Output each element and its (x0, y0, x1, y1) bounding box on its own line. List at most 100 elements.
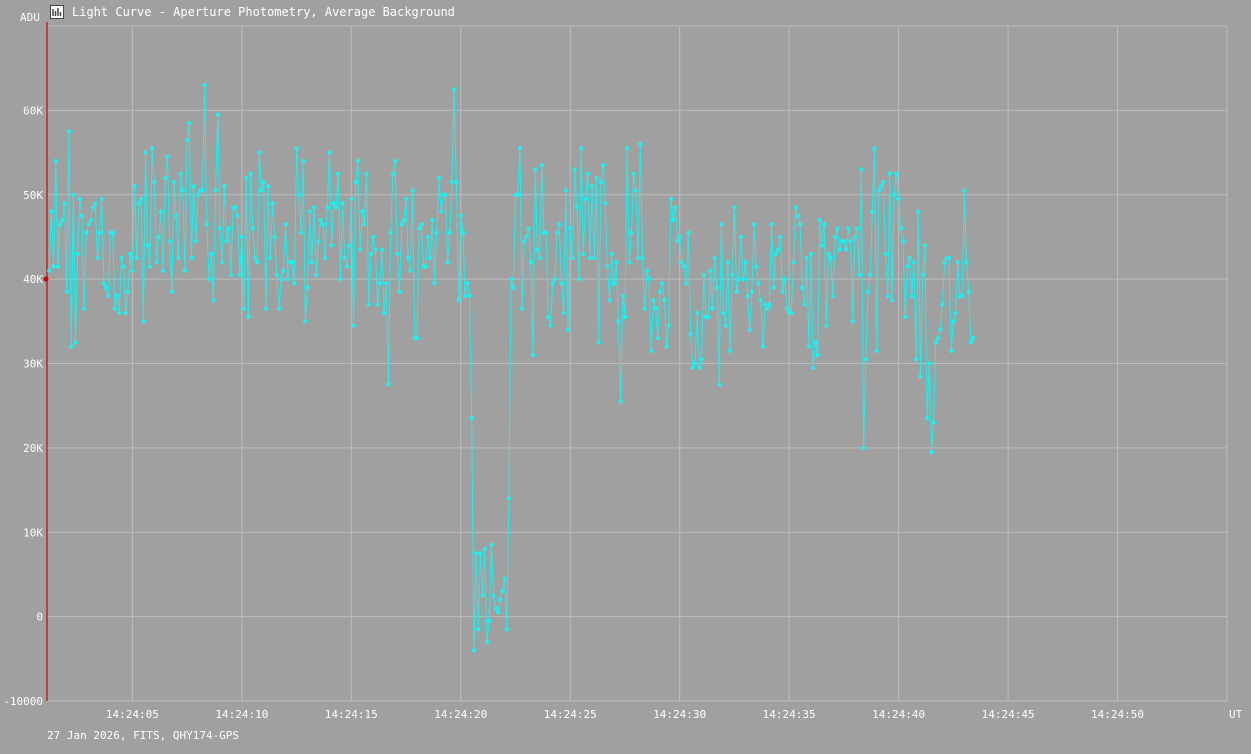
data-point[interactable] (318, 217, 323, 223)
data-point[interactable] (60, 217, 65, 223)
data-point[interactable] (434, 230, 439, 235)
data-point[interactable] (423, 264, 428, 269)
data-point[interactable] (817, 217, 822, 223)
data-point[interactable] (878, 184, 884, 189)
data-point[interactable] (174, 213, 179, 218)
data-point[interactable] (476, 627, 481, 632)
data-point[interactable] (95, 255, 100, 261)
data-point[interactable] (633, 188, 639, 193)
data-point[interactable] (776, 247, 781, 252)
data-point[interactable] (751, 222, 757, 227)
data-point[interactable] (846, 226, 851, 231)
data-point[interactable] (406, 255, 411, 261)
data-point[interactable] (938, 327, 943, 332)
data-point[interactable] (666, 323, 671, 328)
data-point[interactable] (811, 365, 816, 370)
data-point[interactable] (664, 344, 669, 349)
data-point[interactable] (206, 276, 212, 282)
data-point[interactable] (390, 171, 396, 176)
data-point[interactable] (200, 188, 205, 193)
data-point[interactable] (110, 230, 115, 235)
data-point[interactable] (554, 230, 560, 235)
data-point[interactable] (292, 281, 297, 286)
data-point[interactable] (515, 192, 520, 197)
data-point[interactable] (371, 234, 376, 240)
data-point[interactable] (64, 289, 69, 294)
data-point[interactable] (795, 213, 801, 218)
data-point[interactable] (614, 260, 619, 265)
data-point[interactable] (692, 361, 698, 366)
data-point[interactable] (800, 285, 805, 290)
data-point[interactable] (828, 255, 833, 261)
data-point[interactable] (949, 348, 954, 353)
data-point[interactable] (316, 239, 321, 244)
data-point[interactable] (758, 298, 763, 303)
data-point[interactable] (290, 260, 295, 265)
data-point[interactable] (730, 272, 735, 278)
data-point[interactable] (771, 285, 776, 290)
data-point[interactable] (533, 167, 538, 172)
data-point[interactable] (585, 171, 590, 176)
data-point[interactable] (670, 217, 676, 223)
data-point[interactable] (90, 205, 96, 210)
data-point[interactable] (184, 137, 190, 143)
data-point[interactable] (143, 150, 148, 155)
data-point[interactable] (576, 276, 582, 282)
data-point[interactable] (537, 255, 542, 261)
data-point[interactable] (506, 496, 512, 501)
data-point[interactable] (616, 319, 621, 324)
data-point[interactable] (71, 192, 76, 197)
data-point[interactable] (125, 289, 131, 294)
data-point[interactable] (918, 374, 923, 379)
data-point[interactable] (305, 285, 310, 290)
data-point[interactable] (469, 416, 474, 421)
data-point[interactable] (235, 213, 240, 218)
data-point[interactable] (913, 357, 919, 362)
data-point[interactable] (519, 306, 525, 311)
data-point[interactable] (279, 276, 284, 282)
data-point[interactable] (940, 302, 945, 307)
data-point[interactable] (760, 344, 766, 349)
data-point[interactable] (745, 293, 750, 299)
data-point[interactable] (583, 196, 588, 202)
data-point[interactable] (355, 158, 361, 164)
data-point[interactable] (596, 340, 601, 345)
data-point[interactable] (445, 260, 450, 265)
data-point[interactable] (848, 239, 853, 244)
data-point[interactable] (195, 192, 201, 197)
data-point[interactable] (171, 179, 177, 185)
data-point[interactable] (322, 255, 328, 261)
data-point[interactable] (346, 243, 352, 248)
data-point[interactable] (736, 276, 741, 282)
data-point[interactable] (859, 167, 864, 172)
data-point[interactable] (233, 205, 238, 210)
data-point[interactable] (765, 306, 770, 311)
data-point[interactable] (863, 357, 868, 362)
data-point[interactable] (169, 289, 174, 294)
data-point[interactable] (953, 310, 958, 316)
data-point[interactable] (714, 285, 720, 290)
data-point[interactable] (743, 260, 748, 265)
data-point[interactable] (911, 260, 917, 265)
data-point[interactable] (780, 289, 785, 294)
data-point[interactable] (417, 226, 422, 231)
data-point[interactable] (259, 188, 264, 193)
data-point[interactable] (368, 251, 374, 256)
data-point[interactable] (568, 226, 573, 231)
data-point[interactable] (66, 129, 72, 134)
data-point[interactable] (927, 361, 932, 366)
data-point[interactable] (163, 175, 168, 181)
data-point[interactable] (539, 163, 544, 168)
data-point[interactable] (502, 576, 507, 581)
data-point[interactable] (589, 184, 595, 189)
data-point[interactable] (896, 196, 901, 202)
data-point[interactable] (679, 260, 685, 265)
data-point[interactable] (300, 158, 306, 164)
data-point[interactable] (331, 201, 336, 206)
data-point[interactable] (653, 306, 658, 311)
data-point[interactable] (708, 268, 713, 273)
data-point[interactable] (156, 234, 161, 240)
data-point[interactable] (261, 179, 266, 185)
data-point[interactable] (874, 348, 879, 353)
data-point[interactable] (822, 222, 827, 227)
